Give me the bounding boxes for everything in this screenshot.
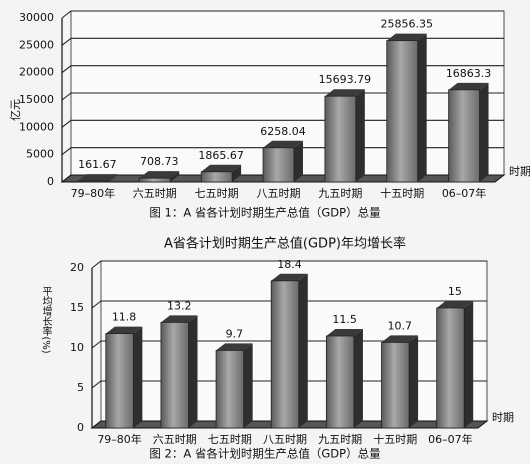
bar-side	[355, 89, 365, 182]
x-tick-label: 79–80年	[71, 186, 116, 200]
x-axis-label: 时期	[509, 165, 530, 178]
x-tick-label: 79–80年	[97, 432, 142, 446]
bar	[215, 349, 245, 429]
bar-side	[170, 171, 180, 182]
value-label: 15	[448, 285, 462, 298]
grid-line	[91, 260, 487, 269]
x-tick-label: 七五时期	[195, 187, 239, 200]
bar-top	[77, 174, 118, 182]
x-tick-label: 06–07年	[428, 432, 473, 446]
bar-top	[263, 140, 303, 148]
bar	[105, 333, 134, 429]
value-label: 6258.04	[260, 125, 306, 138]
y-tick-label: 0	[47, 175, 54, 188]
caption: 图 1：A 省各计划时期生产总值（GDP）总量	[149, 206, 380, 220]
x-tick-label: 八五时期	[263, 433, 307, 446]
bar-side	[188, 315, 198, 428]
y-tick-label: 5	[77, 381, 84, 394]
bar	[160, 321, 189, 429]
x-tick-label: 十五时期	[373, 432, 417, 446]
y-tick-label: 10000	[19, 120, 54, 133]
bar-side	[108, 174, 118, 182]
grid-line	[91, 300, 487, 309]
bar-top	[448, 82, 489, 90]
x-tick-label: 06–07年	[442, 186, 487, 200]
bar	[381, 341, 410, 429]
value-label: 16863.3	[446, 67, 492, 80]
y-tick-label: 30000	[19, 11, 54, 24]
bar-top	[436, 301, 474, 308]
bar-side	[298, 273, 308, 428]
value-label: 1865.67	[198, 149, 244, 162]
bar-top	[201, 164, 242, 172]
y-tick-label: 15	[70, 301, 84, 314]
bar-top	[326, 329, 363, 336]
x-tick-label: 八五时期	[257, 187, 301, 200]
chart-title: A省各计划时期生产总值(GDP)年均增长率	[164, 236, 406, 252]
x-tick-label: 六五时期	[153, 433, 197, 446]
x-tick-label: 九五时期	[318, 187, 362, 200]
bar-side	[243, 343, 253, 428]
bar-side	[232, 164, 242, 182]
value-label: 13.2	[167, 299, 192, 312]
bar-top	[160, 315, 198, 323]
bar	[77, 180, 109, 183]
bar-side	[409, 335, 419, 428]
y-tick-label: 25000	[19, 38, 54, 51]
bar	[262, 147, 295, 183]
value-label: 11.8	[112, 311, 137, 324]
bar-top	[324, 89, 365, 97]
y-tick-label: 0	[77, 421, 84, 434]
bar-side	[479, 82, 489, 182]
bar	[436, 307, 465, 429]
bar-top	[386, 33, 427, 41]
y-tick-label: 20000	[19, 66, 54, 79]
bar-side	[133, 326, 143, 428]
bar-top	[271, 273, 308, 281]
bar-top	[381, 335, 419, 343]
value-label: 9.7	[226, 327, 244, 340]
bar-side	[293, 140, 303, 182]
value-label: 15693.79	[319, 73, 372, 86]
bar-top	[139, 171, 180, 179]
y-tick-label: 15000	[19, 93, 54, 106]
x-axis-label: 时期	[492, 411, 514, 424]
bar-side	[353, 329, 363, 428]
y-tick-label: 20	[70, 261, 84, 274]
bar	[270, 280, 300, 429]
y-tick-label: 10	[70, 341, 84, 354]
bar	[325, 335, 355, 429]
value-label: 708.73	[140, 155, 179, 168]
bar-side	[464, 301, 474, 428]
bar	[386, 40, 419, 183]
bar	[324, 95, 357, 183]
x-tick-label: 六五时期	[133, 187, 177, 200]
bar-top	[216, 343, 253, 351]
bar	[448, 89, 480, 183]
bar	[138, 177, 171, 183]
x-tick-label: 九五时期	[318, 433, 362, 446]
value-label: 161.67	[78, 158, 117, 171]
value-label: 18.4	[277, 258, 302, 271]
value-label: 25856.35	[380, 18, 433, 31]
grid-line	[61, 37, 504, 46]
grid-line	[61, 10, 504, 19]
bar-side	[417, 33, 427, 183]
bar	[200, 171, 233, 183]
value-label: 11.5	[332, 313, 357, 326]
value-label: 10.7	[388, 319, 413, 332]
y-axis-label: 平均增长率(%)	[40, 286, 52, 353]
y-tick-label: 5000	[26, 148, 54, 161]
caption: 图 2：A 省各计划时期生产总值（GDP）总量	[149, 447, 380, 461]
x-tick-label: 十五时期	[380, 186, 424, 200]
y-axis-label: 亿元	[9, 99, 22, 121]
x-tick-label: 七五时期	[208, 433, 252, 446]
bar-top	[105, 326, 143, 334]
grid-line	[61, 65, 504, 74]
